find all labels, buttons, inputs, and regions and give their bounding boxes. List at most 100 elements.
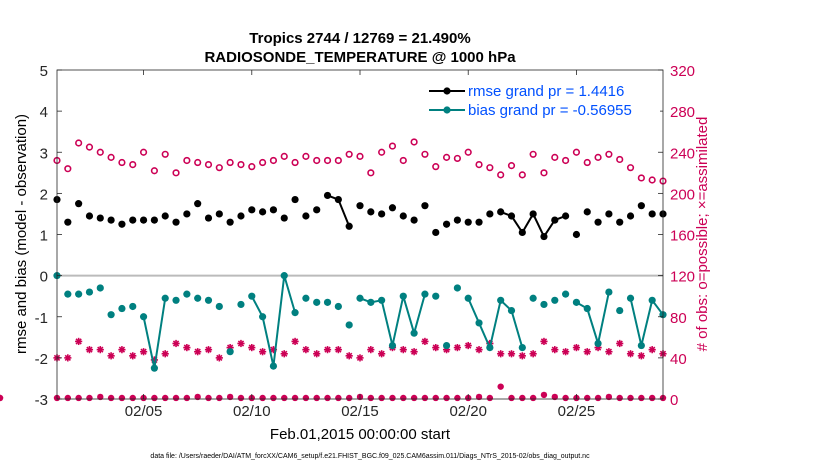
- possible-point: [107, 153, 115, 161]
- rmse-point: [129, 216, 137, 224]
- bias-point: [150, 364, 158, 372]
- x-tick-label: 02/15: [341, 403, 379, 420]
- assimilated-point: [64, 354, 72, 362]
- bias-point: [161, 294, 169, 302]
- y2-tick-label: 240: [670, 145, 695, 162]
- possible-point: [302, 152, 310, 160]
- possible-point: [215, 164, 223, 172]
- assimilated-point: [248, 343, 256, 352]
- y-tick-label: 1: [40, 228, 48, 245]
- rmse-point: [259, 208, 267, 216]
- assimilated-point: [323, 346, 332, 354]
- possible-point: [626, 164, 635, 172]
- possible-point: [410, 138, 418, 146]
- possible-point: [637, 174, 645, 182]
- possible-point: [64, 165, 72, 173]
- bias-point: [334, 302, 342, 311]
- rmse-point: [399, 212, 407, 220]
- assimilated-point: [334, 346, 342, 354]
- possible-point: [453, 154, 461, 163]
- bottom-obs-marker: [432, 394, 439, 402]
- legend-bias-label: bias grand pr = -0.56955: [468, 102, 632, 119]
- rmse-point: [269, 206, 278, 214]
- y2-tick-label: 120: [670, 269, 695, 286]
- bottom-obs-marker: [497, 383, 504, 390]
- possible-point: [594, 153, 602, 161]
- possible-point: [497, 171, 505, 179]
- bias-point: [648, 296, 656, 304]
- legend-rmse-marker: [443, 87, 451, 95]
- rmse-point: [442, 220, 451, 228]
- possible-point: [161, 150, 169, 158]
- rmse-point: [637, 202, 645, 210]
- bias-point: [453, 284, 461, 292]
- bottom-obs-marker: [638, 394, 645, 402]
- possible-point: [399, 156, 407, 165]
- bias-line: [467, 297, 524, 351]
- bottom-obs-marker: [324, 394, 331, 402]
- rmse-point: [75, 200, 83, 208]
- bias-point: [129, 302, 137, 311]
- possible-point: [421, 150, 429, 158]
- assimilated-point: [551, 346, 559, 354]
- rmse-point: [334, 195, 342, 204]
- possible-point: [194, 158, 202, 167]
- possible-point: [378, 148, 386, 156]
- rmse-point: [605, 210, 613, 218]
- bias-point: [616, 306, 624, 315]
- bottom-obs-marker: [270, 394, 277, 402]
- bias-point: [291, 309, 299, 317]
- rmse-point: [421, 202, 429, 210]
- assimilated-point: [497, 350, 505, 358]
- bias-point: [432, 292, 440, 300]
- possible-point: [150, 167, 158, 175]
- rmse-point: [345, 222, 353, 230]
- rmse-point: [215, 210, 223, 218]
- assimilated-point: [562, 348, 570, 356]
- assimilated-point: [129, 352, 137, 360]
- assimilated-point: [356, 354, 364, 362]
- y2-tick-label: 320: [670, 63, 695, 80]
- bias-point: [399, 292, 407, 300]
- bias-point: [302, 294, 310, 302]
- bottom-obs-marker: [107, 394, 115, 402]
- bottom-obs-marker: [151, 394, 158, 402]
- assimilated-point: [583, 348, 591, 356]
- bias-point: [356, 294, 364, 302]
- assimilated-point: [432, 343, 440, 352]
- possible-point: [464, 148, 472, 156]
- bias-point: [345, 321, 353, 329]
- bottom-obs-marker: [367, 394, 375, 402]
- y-tick-label: -1: [35, 310, 48, 327]
- rmse-point: [323, 191, 332, 200]
- possible-point: [507, 162, 516, 170]
- assimilated-point: [529, 350, 537, 358]
- bias-point: [85, 288, 94, 296]
- rmse-point: [107, 216, 115, 224]
- bottom-obs-marker: [335, 394, 342, 402]
- assimilated-point: [507, 350, 516, 358]
- rmse-point: [518, 228, 526, 237]
- assimilated-point: [378, 350, 386, 358]
- bottom-obs-marker: [389, 394, 396, 402]
- bias-point: [518, 343, 526, 352]
- possible-point: [96, 148, 104, 156]
- assimilated-point: [399, 346, 407, 354]
- possible-point: [572, 148, 581, 156]
- bias-point: [378, 296, 386, 304]
- possible-point: [226, 158, 234, 167]
- assimilated-point: [183, 343, 191, 352]
- rmse-point: [464, 218, 472, 226]
- rmse-point: [313, 206, 321, 214]
- bottom-obs-marker: [216, 394, 223, 402]
- bias-point: [172, 296, 180, 304]
- y2-tick-label: 40: [670, 351, 687, 368]
- bias-point: [64, 290, 72, 298]
- rmse-point: [64, 218, 72, 226]
- assimilated-point: [518, 352, 526, 360]
- bottom-obs-marker: [97, 393, 104, 401]
- possible-point: [129, 160, 137, 169]
- x-tick-label: 02/25: [558, 403, 596, 420]
- bias-point: [421, 290, 429, 298]
- assimilated-point: [626, 350, 635, 358]
